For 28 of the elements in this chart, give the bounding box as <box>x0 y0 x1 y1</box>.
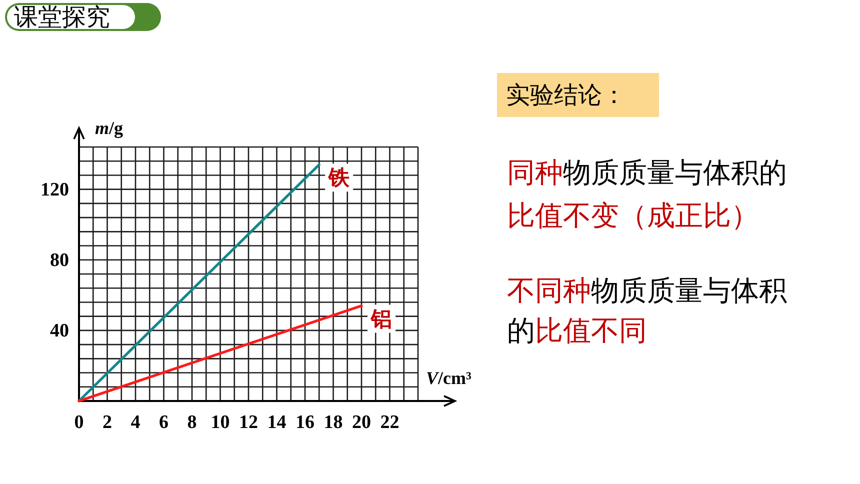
text: 不同种 <box>507 274 591 306</box>
text: 物质质量与体积的 <box>563 156 787 188</box>
text: 比值不变（成正比） <box>507 200 759 230</box>
text: 物质质量与体积 <box>591 274 787 306</box>
x-tick-label: 14 <box>267 412 287 432</box>
text: 同种 <box>507 156 563 188</box>
x-tick-label: 20 <box>352 412 371 432</box>
x-tick-label: 10 <box>210 412 230 432</box>
x-axis-title: V/cm³ <box>426 368 472 388</box>
x-tick-label: 18 <box>324 412 343 432</box>
y-axis-title: m/g <box>95 118 124 138</box>
text: 的 <box>507 314 535 346</box>
series-label: 铝 <box>370 307 392 330</box>
x-tick-label: 0 <box>74 412 84 432</box>
x-tick-label: 12 <box>239 412 258 432</box>
x-tick-label: 2 <box>102 412 112 432</box>
x-tick-label: 6 <box>159 412 168 432</box>
x-tick-label: 22 <box>380 412 400 432</box>
series-label: 铁 <box>328 166 351 190</box>
y-tick-label: 120 <box>40 178 69 200</box>
text: 课堂探究 <box>14 4 110 30</box>
x-tick-label: 8 <box>187 412 197 432</box>
text: 实验结论： <box>506 82 626 108</box>
x-tick-label: 4 <box>130 412 141 432</box>
x-tick-label: 16 <box>296 412 314 432</box>
text: 比值不同 <box>535 314 647 346</box>
y-tick-label: 80 <box>50 249 69 270</box>
y-tick-label: 40 <box>50 320 69 341</box>
